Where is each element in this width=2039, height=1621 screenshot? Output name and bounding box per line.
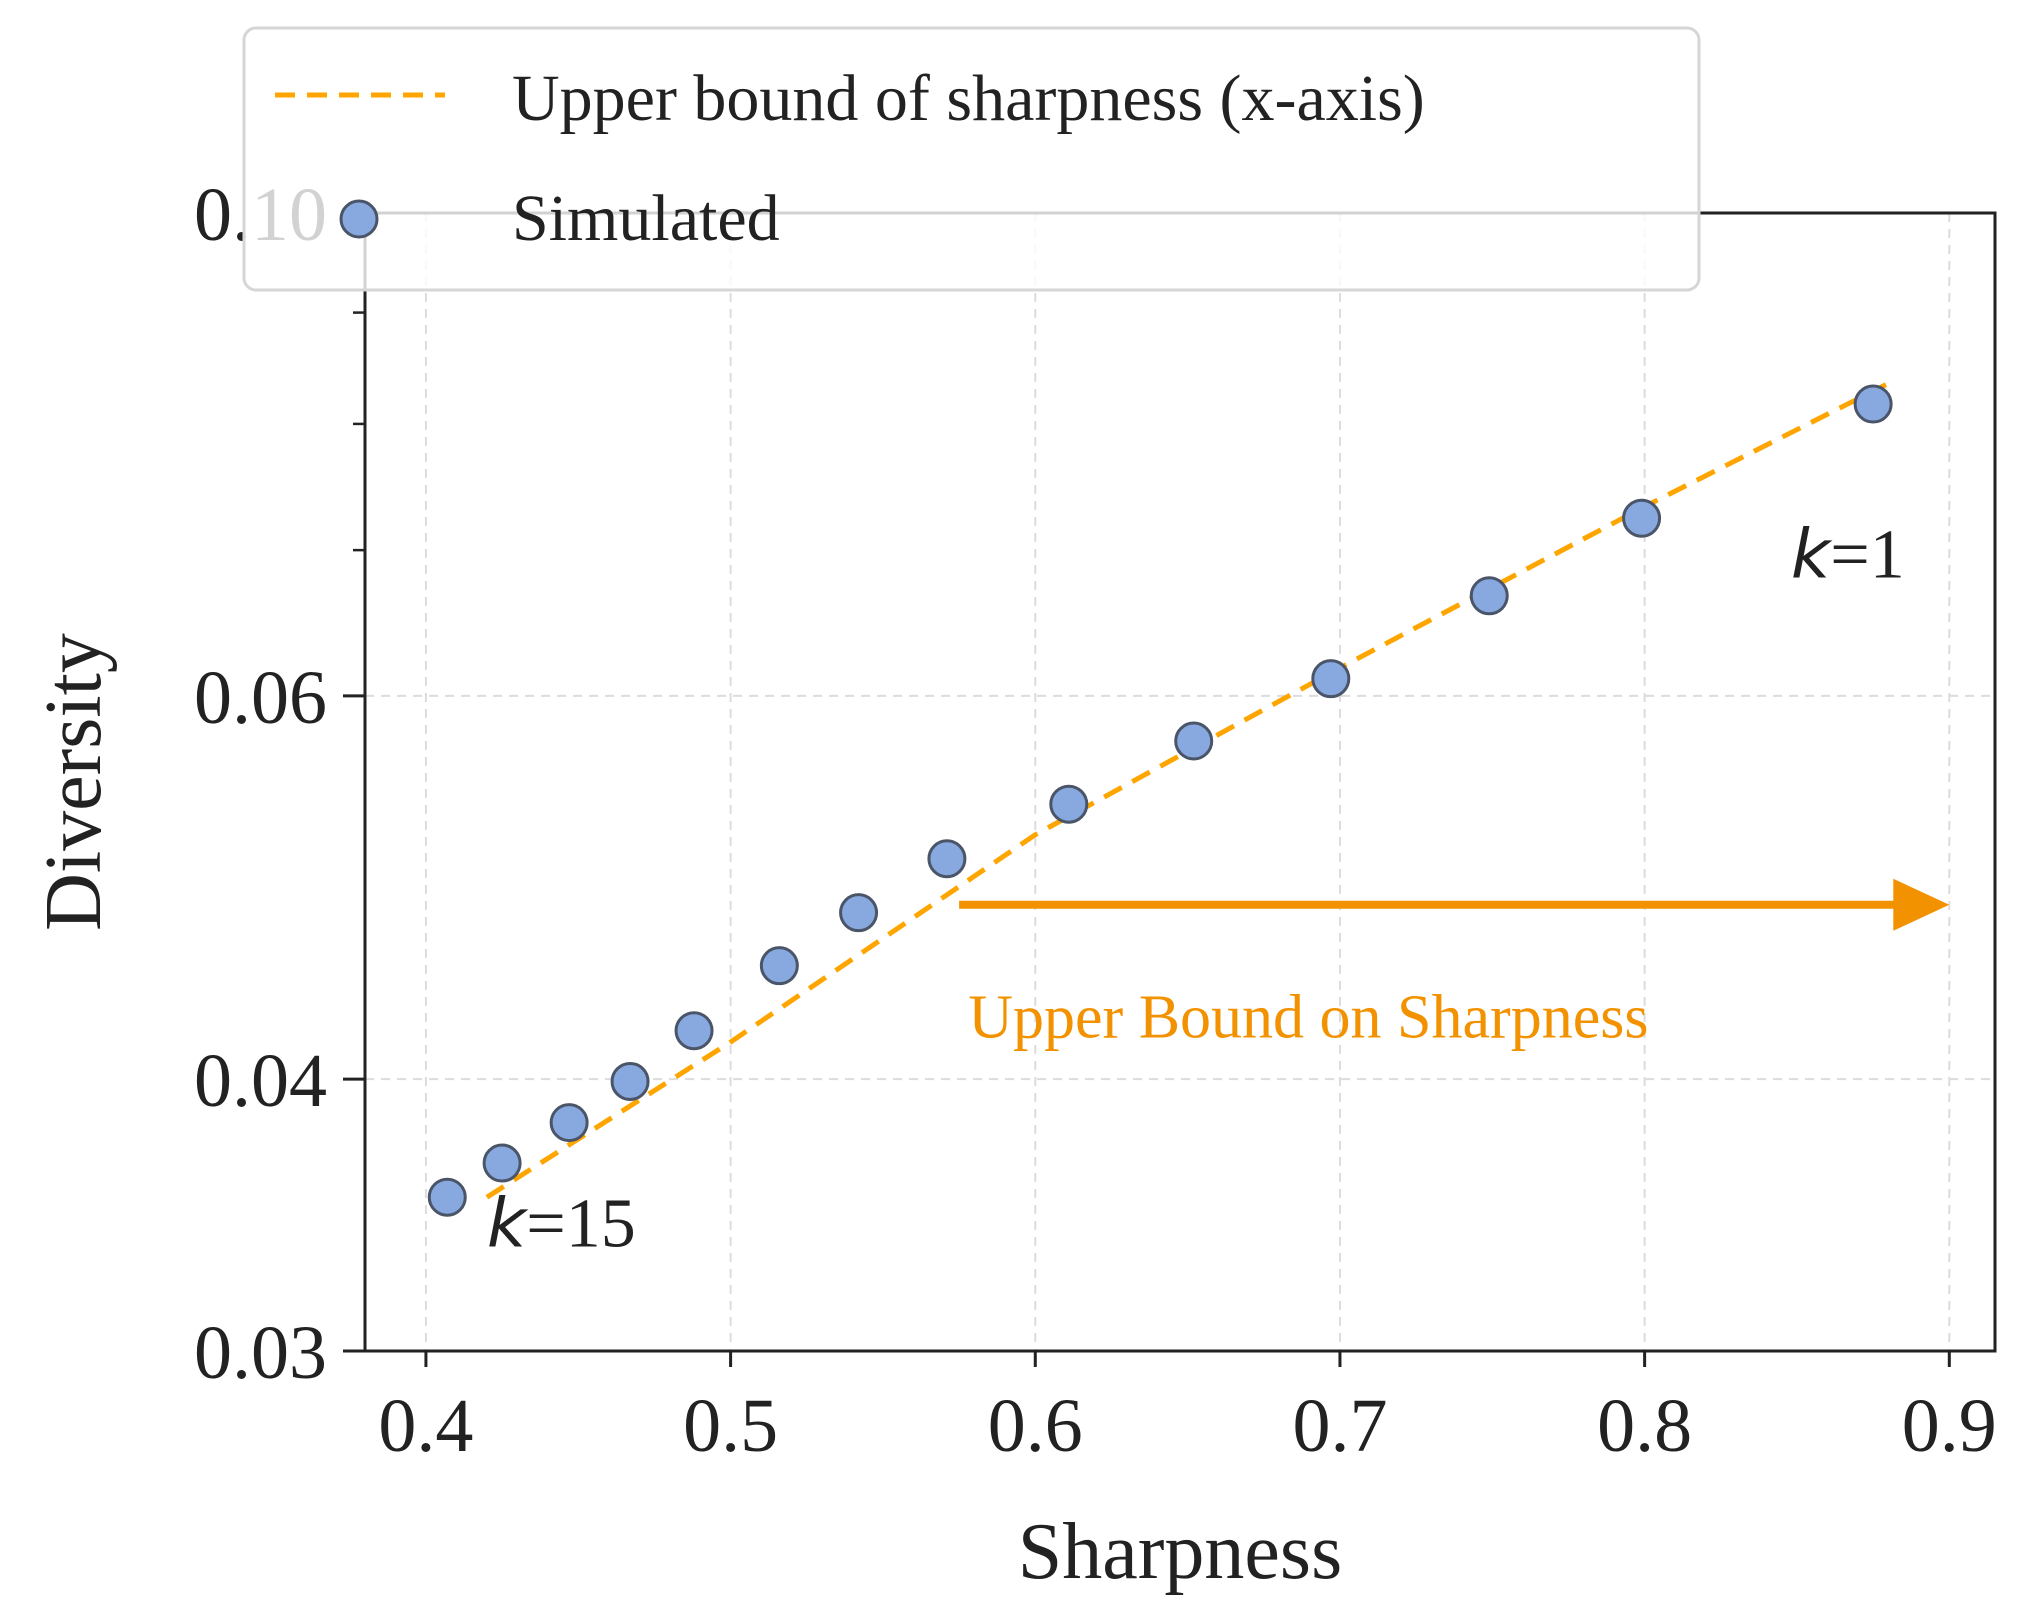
upper-bound-line (485, 381, 1890, 1200)
simulated-point-8 (927, 839, 967, 879)
annotation-k-15: k=15 (487, 1185, 636, 1264)
legend-marker-swatch (339, 199, 379, 239)
simulated-point-10 (1174, 721, 1214, 761)
y-tick-label-0.04: 0.04 (194, 1039, 327, 1123)
simulated-point-12 (1469, 576, 1509, 616)
x-tick-label-0.7: 0.7 (1292, 1384, 1387, 1468)
x-tick-label-0.6: 0.6 (988, 1384, 1083, 1468)
x-tick-label-0.8: 0.8 (1597, 1384, 1692, 1468)
y-axis-title: Diversity (30, 633, 118, 931)
x-axis-title: Sharpness (1018, 1508, 1342, 1596)
simulated-point-9 (1049, 784, 1089, 824)
y-tick-label-0.06: 0.06 (194, 656, 327, 740)
legend: Upper bound of sharpness (x-axis) Simulat… (242, 26, 1701, 292)
simulated-point-14 (1853, 384, 1893, 424)
simulated-point-5 (674, 1011, 714, 1051)
simulated-point-2 (482, 1143, 522, 1183)
axes: 0.40.50.60.70.80.90.030.040.060.10Sharpn… (30, 173, 1997, 1596)
x-tick-label-0.4: 0.4 (378, 1384, 473, 1468)
x-tick-label-0.5: 0.5 (683, 1384, 778, 1468)
simulated-point-6 (759, 946, 799, 986)
legend-label-upper-bound: Upper bound of sharpness (x-axis) (512, 62, 1425, 135)
annotation-k-1: k=1 (1791, 516, 1905, 595)
annotations: k=15 k=1 Upper Bound on Sharpness (487, 516, 1950, 1264)
simulated-point-13 (1622, 498, 1662, 538)
x-tick-label-0.9: 0.9 (1902, 1384, 1997, 1468)
legend-label-simulated: Simulated (512, 182, 780, 255)
simulated-point-7 (839, 893, 879, 933)
simulated-series (427, 384, 1893, 1217)
plot-frame (363, 211, 1997, 1353)
simulated-point-11 (1311, 659, 1351, 699)
y-tick-label-0.03: 0.03 (194, 1311, 327, 1395)
annotation-upper-bound-on-sharpness: Upper Bound on Sharpness (968, 983, 1648, 1051)
simulated-point-1 (427, 1177, 467, 1217)
legend-box (242, 26, 1701, 292)
arrow-head (1893, 878, 1950, 931)
upper-bound-series (485, 381, 1890, 1200)
simulated-point-4 (610, 1061, 650, 1101)
simulated-point-3 (549, 1103, 589, 1143)
grid (365, 212, 1995, 1352)
